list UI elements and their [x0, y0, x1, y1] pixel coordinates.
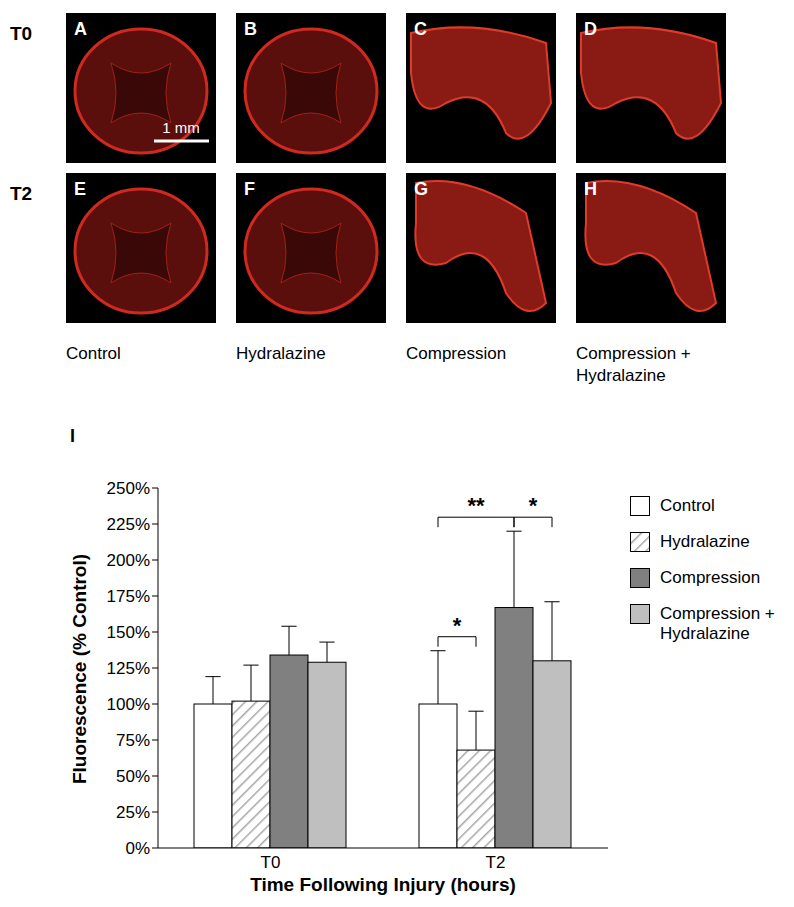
- svg-text:75%: 75%: [116, 731, 150, 750]
- svg-text:200%: 200%: [107, 551, 150, 570]
- svg-text:T0: T0: [261, 853, 281, 872]
- svg-text:0%: 0%: [125, 839, 150, 858]
- svg-text:225%: 225%: [107, 515, 150, 534]
- svg-text:B: B: [244, 19, 257, 39]
- svg-text:A: A: [74, 19, 87, 39]
- svg-text:**: **: [467, 493, 485, 518]
- svg-text:175%: 175%: [107, 587, 150, 606]
- svg-text:125%: 125%: [107, 659, 150, 678]
- svg-text:G: G: [414, 179, 428, 199]
- html-text:Compression: Compression: [660, 568, 761, 587]
- svg-text:T2: T2: [486, 853, 506, 872]
- html-text:Fluorescence (% Control): Fluorescence (% Control): [69, 553, 90, 785]
- svg-text:100%: 100%: [107, 695, 150, 714]
- svg-text:1 mm: 1 mm: [162, 119, 200, 136]
- svg-text:H: H: [584, 179, 597, 199]
- html-text:Hydralazine: Hydralazine: [660, 532, 750, 551]
- html-text:T2: T2: [10, 183, 33, 204]
- html-text:Compression + Hydralazine: Compression + Hydralazine: [576, 344, 691, 385]
- svg-text:*: *: [453, 613, 462, 638]
- svg-text:150%: 150%: [107, 623, 150, 642]
- svg-text:D: D: [584, 19, 597, 39]
- html-text:Control: Control: [66, 344, 121, 363]
- html-text:Control: Control: [660, 496, 715, 515]
- svg-text:*: *: [529, 493, 538, 518]
- svg-text:F: F: [244, 179, 255, 199]
- svg-text:250%: 250%: [107, 479, 150, 498]
- svg-text:E: E: [74, 179, 86, 199]
- svg-text:C: C: [414, 19, 427, 39]
- html-text:Compression: Compression: [406, 344, 507, 363]
- html-text:Hydralazine: Hydralazine: [236, 344, 326, 363]
- svg-text:50%: 50%: [116, 767, 150, 786]
- svg-text:25%: 25%: [116, 803, 150, 822]
- html-text:Compression + Hydralazine: Compression + Hydralazine: [660, 604, 775, 643]
- html-text:Time Following Injury (hours): Time Following Injury (hours): [250, 874, 516, 895]
- html-text:T0: T0: [10, 23, 33, 44]
- html-text:I: I: [70, 426, 75, 446]
